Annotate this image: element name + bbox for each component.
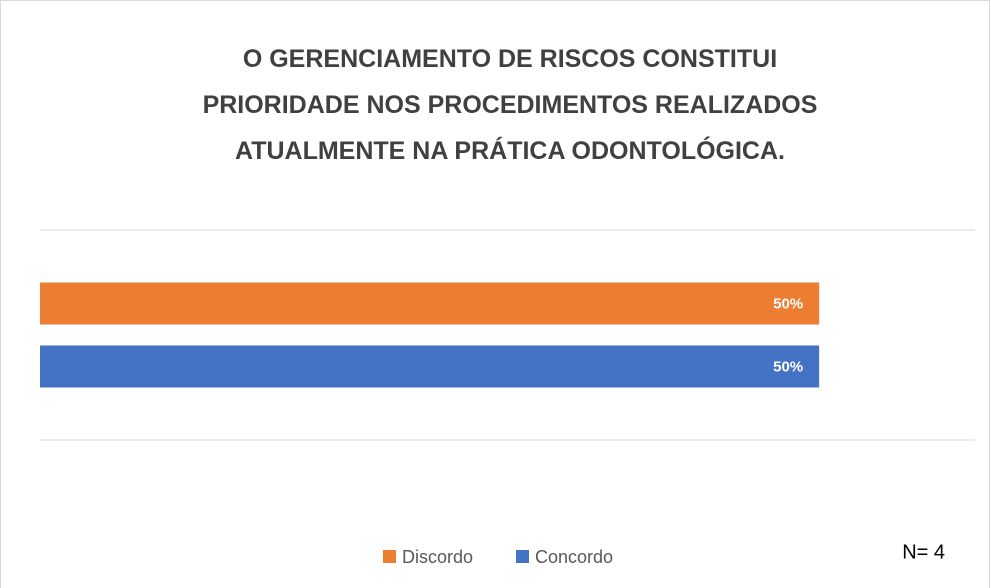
data-label: 50%	[773, 358, 803, 375]
legend-swatch	[516, 550, 529, 563]
legend-swatch	[383, 550, 396, 563]
bar	[40, 282, 820, 325]
bar	[40, 345, 820, 388]
chart-title: O GERENCIAMENTO DE RISCOS CONSTITUI PRIO…	[202, 45, 818, 165]
legend-label: Concordo	[535, 547, 613, 567]
annotation: N= 4	[902, 541, 945, 563]
data-label: 50%	[773, 295, 803, 312]
legend-label: Discordo	[402, 547, 473, 567]
